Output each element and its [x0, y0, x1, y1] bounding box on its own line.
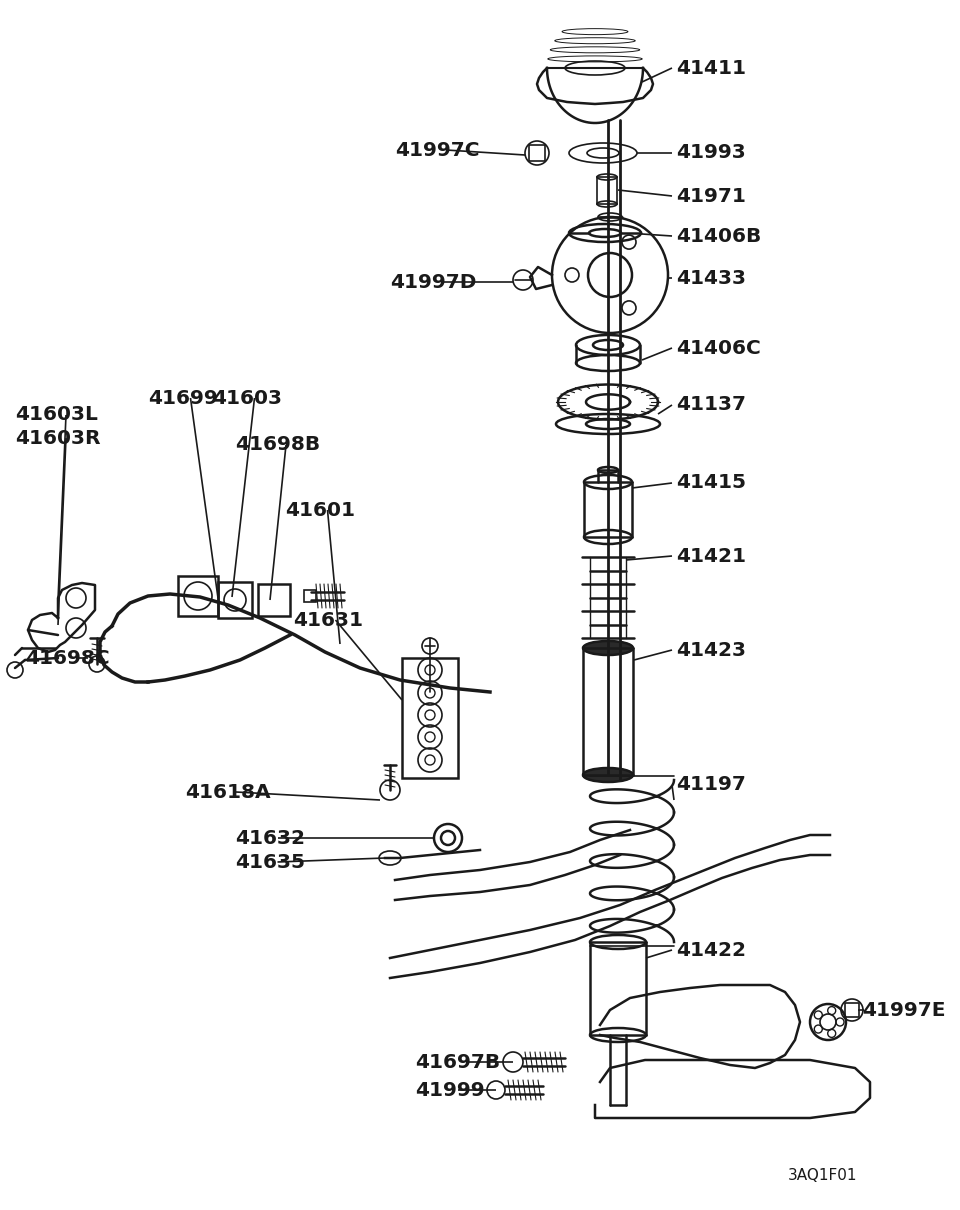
Ellipse shape	[583, 768, 633, 782]
Text: 41699: 41699	[148, 388, 218, 408]
Text: 41137: 41137	[676, 396, 746, 415]
Text: 41197: 41197	[676, 776, 746, 795]
Text: 41999: 41999	[415, 1081, 485, 1100]
Text: 41997D: 41997D	[390, 272, 476, 292]
Text: 41997C: 41997C	[395, 140, 479, 160]
Text: 41603L: 41603L	[15, 405, 98, 425]
Text: 41422: 41422	[676, 940, 746, 960]
Text: 41632: 41632	[235, 829, 305, 847]
Text: 41411: 41411	[676, 58, 746, 77]
Bar	[304, 590, 316, 603]
Text: 41971: 41971	[676, 186, 746, 206]
Text: 41697B: 41697B	[415, 1053, 500, 1072]
Text: 41603: 41603	[212, 388, 282, 408]
Text: 41635: 41635	[235, 853, 305, 871]
Text: 41415: 41415	[676, 473, 746, 492]
Text: 41631: 41631	[293, 611, 363, 629]
Bar	[402, 658, 458, 778]
Text: 41421: 41421	[676, 547, 746, 565]
Bar	[258, 584, 290, 616]
Bar	[845, 1003, 859, 1016]
Text: 41993: 41993	[676, 144, 746, 162]
Bar	[218, 582, 252, 618]
Text: 41997E: 41997E	[862, 1001, 946, 1020]
Text: 41698C: 41698C	[25, 649, 109, 668]
Bar	[529, 145, 545, 161]
Text: 41698B: 41698B	[235, 436, 320, 455]
Text: 41406C: 41406C	[676, 339, 760, 357]
Text: 41601: 41601	[285, 501, 355, 519]
Text: 41406B: 41406B	[676, 226, 761, 246]
Text: 3AQ1F01: 3AQ1F01	[788, 1168, 857, 1182]
Bar	[178, 576, 218, 616]
Text: 41423: 41423	[676, 640, 746, 659]
Text: 41618A: 41618A	[185, 783, 271, 801]
Text: 41433: 41433	[676, 269, 746, 288]
Text: 41603R: 41603R	[15, 428, 101, 448]
Ellipse shape	[583, 641, 633, 655]
